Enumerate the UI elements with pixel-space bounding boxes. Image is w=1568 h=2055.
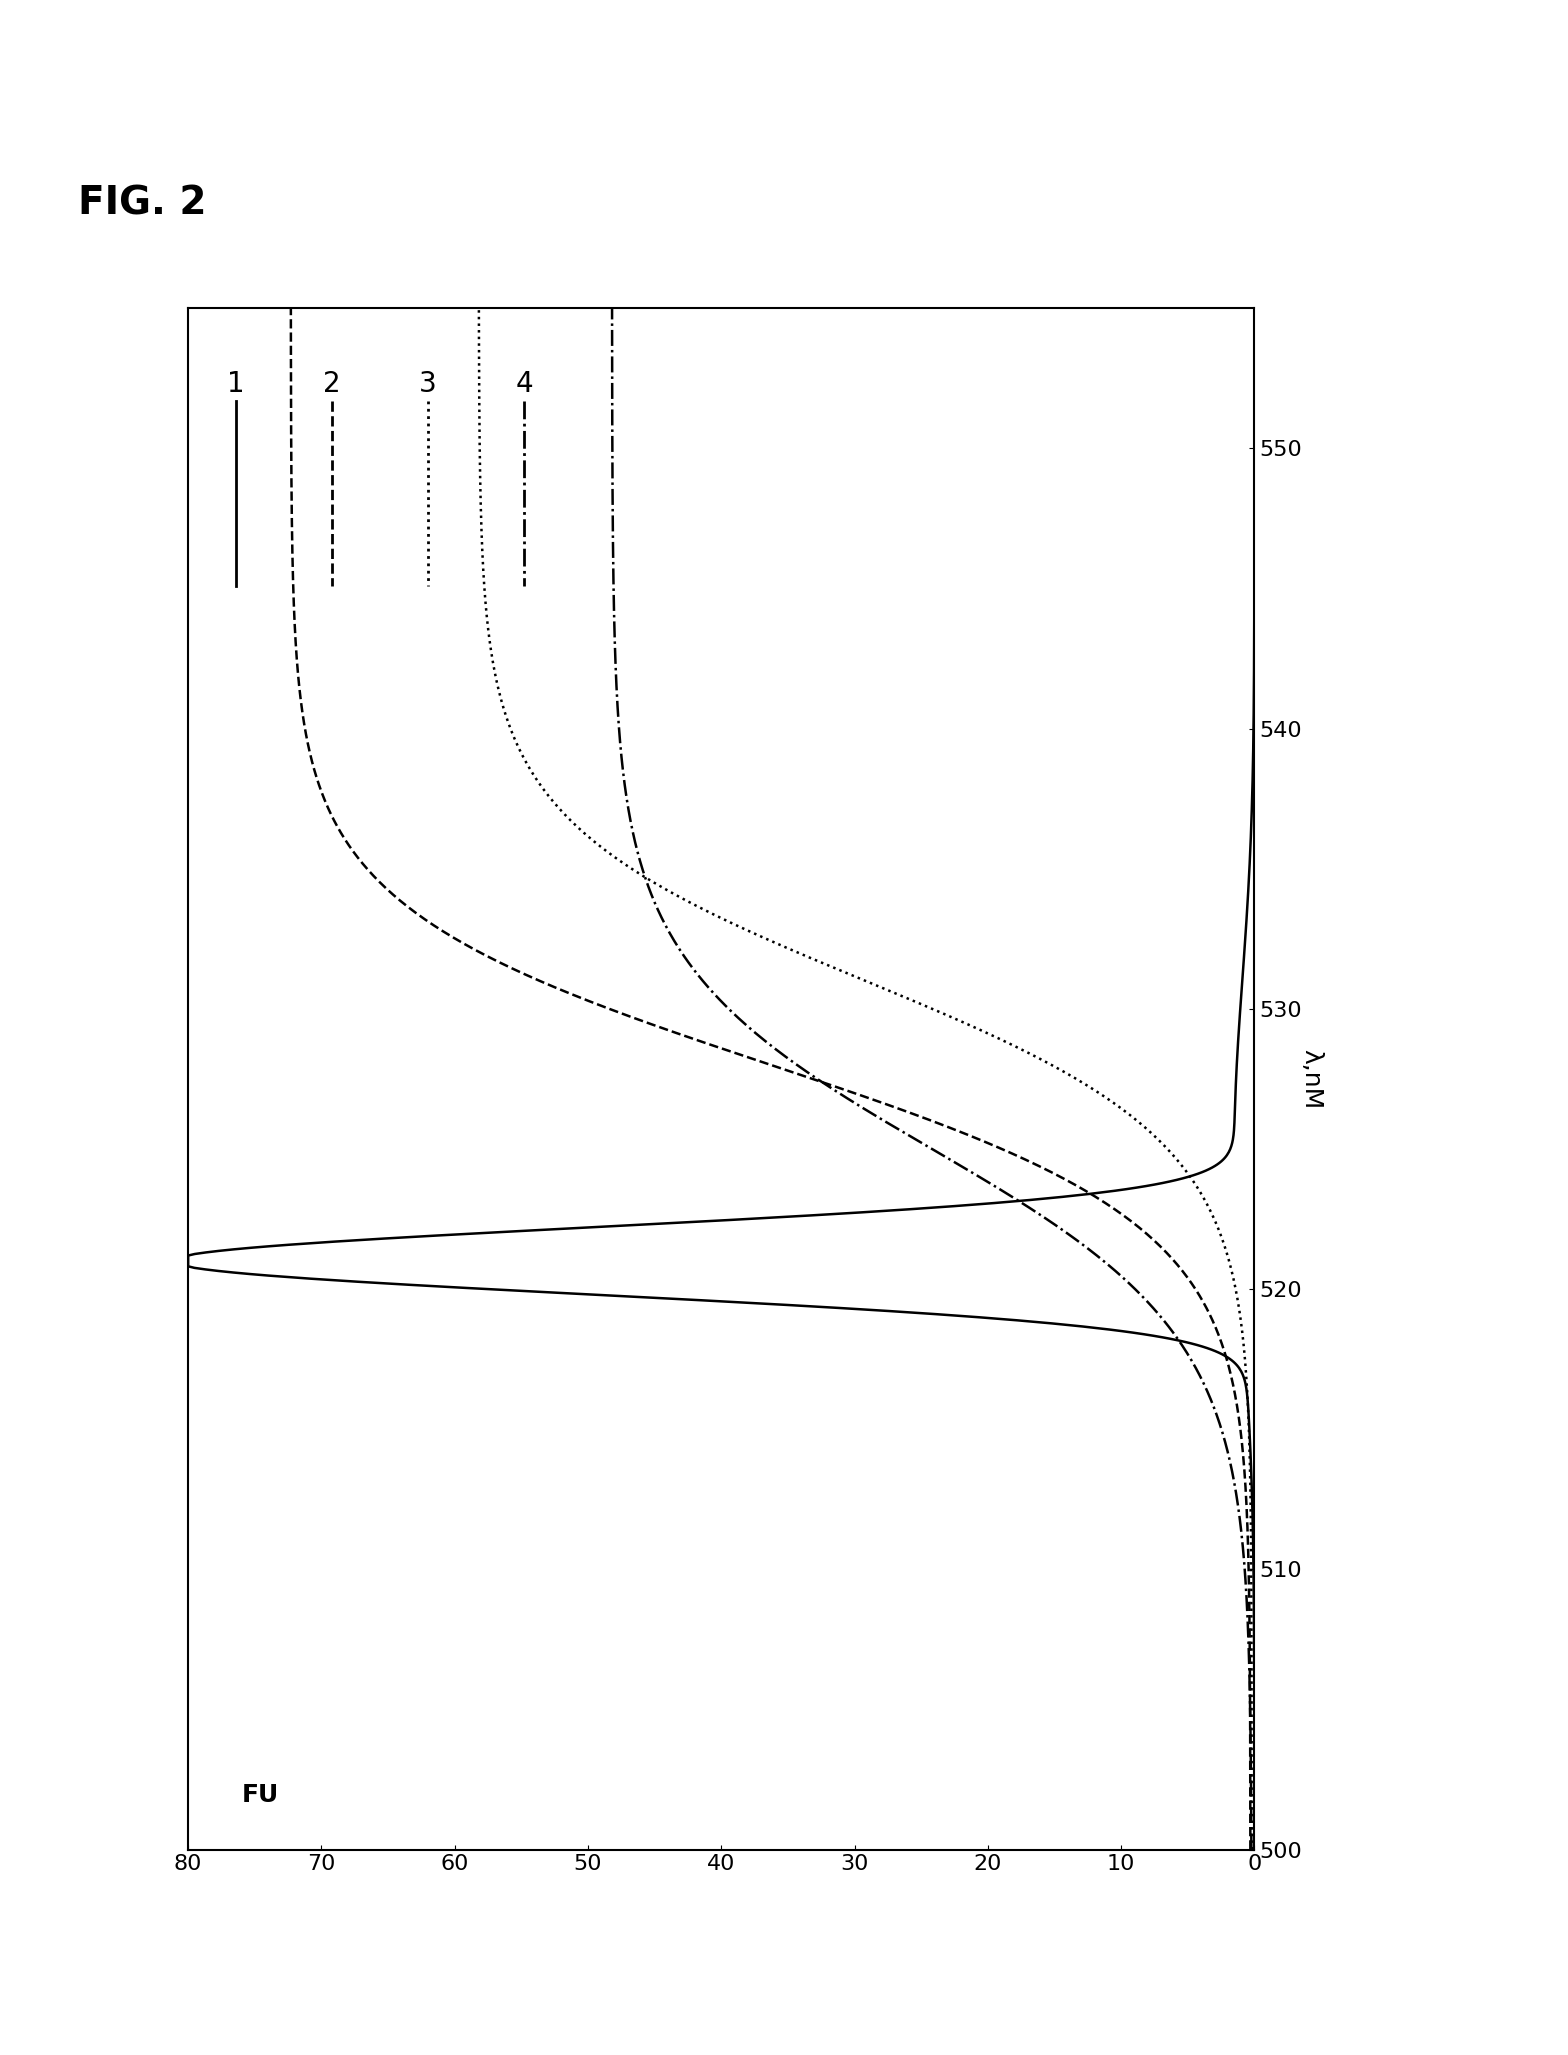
Text: 2: 2 [323, 370, 340, 399]
Text: 4: 4 [516, 370, 533, 399]
Text: 3: 3 [419, 370, 437, 399]
Text: FIG. 2: FIG. 2 [78, 185, 207, 222]
Y-axis label: λ,nM: λ,nM [1298, 1048, 1323, 1110]
Text: FU: FU [241, 1784, 279, 1808]
Text: 1: 1 [227, 370, 245, 399]
